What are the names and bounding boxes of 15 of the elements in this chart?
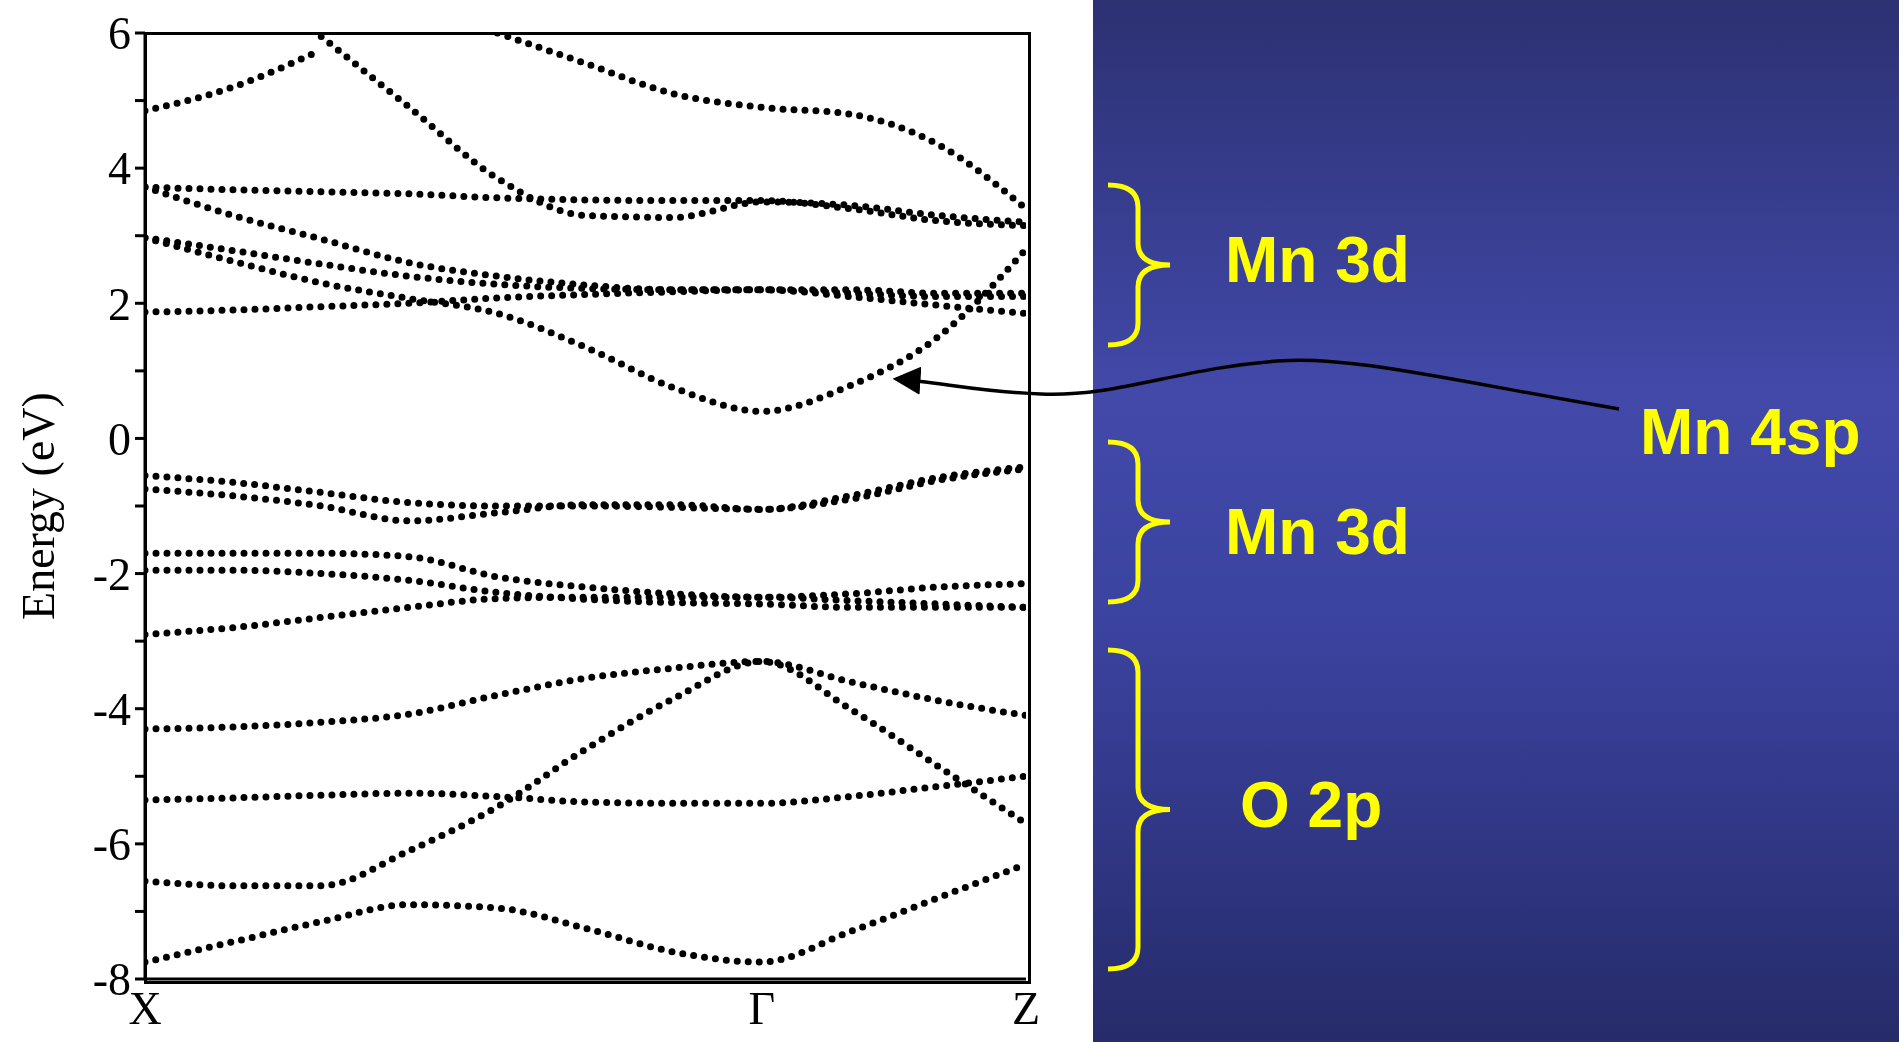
x-tick-label: Z <box>1011 982 1041 1034</box>
y-tick-label: -2 <box>92 548 131 600</box>
y-tick-label: -6 <box>92 819 131 871</box>
y-tick-label: -8 <box>92 954 131 1006</box>
text: Mn 3d <box>1225 495 1410 568</box>
text: Mn 4sp <box>1640 395 1861 468</box>
y-tick-label: 6 <box>108 8 131 60</box>
text: O 2p <box>1240 768 1383 841</box>
y-tick-label: 4 <box>108 143 131 195</box>
x-tick-label: Γ <box>748 982 775 1034</box>
y-tick-label: -4 <box>92 684 131 736</box>
text: Mn 3d <box>1225 223 1410 296</box>
y-axis-title: Energy (eV) <box>13 392 65 620</box>
y-tick-label: 2 <box>108 278 131 330</box>
y-tick-label: 0 <box>108 413 131 465</box>
